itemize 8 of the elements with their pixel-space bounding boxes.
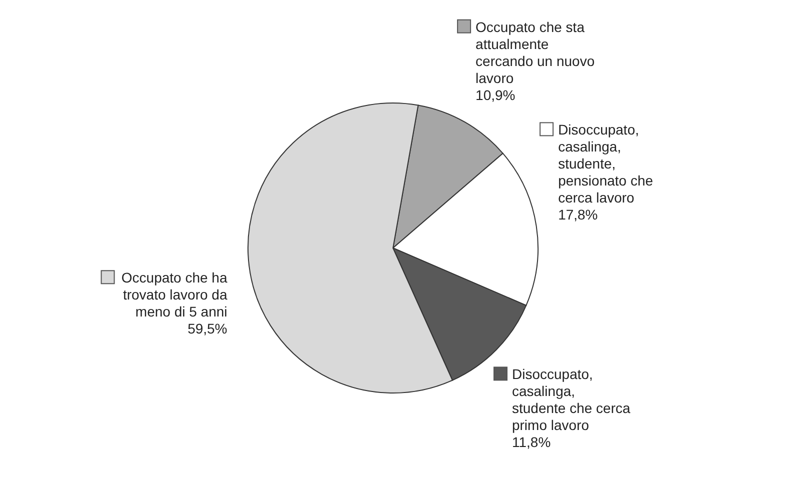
data-label: 10,9% (476, 86, 516, 103)
legend-label: Occupato che ha trovato lavoro da meno di 5 anni (121, 270, 228, 320)
slice-label: Disoccupato, casalinga, studente, pensionato che cerca lavoro (558, 122, 654, 206)
data-label: 11,8% (512, 434, 551, 450)
legend-label: Occupato che sta attualmente cercando un nuovo lavoro (476, 18, 595, 86)
legend-label: Disoccupato, casalinga, studente che cerca primo lavoro (512, 366, 630, 434)
data-label: 17,8% (558, 206, 598, 223)
data-label: 59,5% (188, 320, 228, 337)
